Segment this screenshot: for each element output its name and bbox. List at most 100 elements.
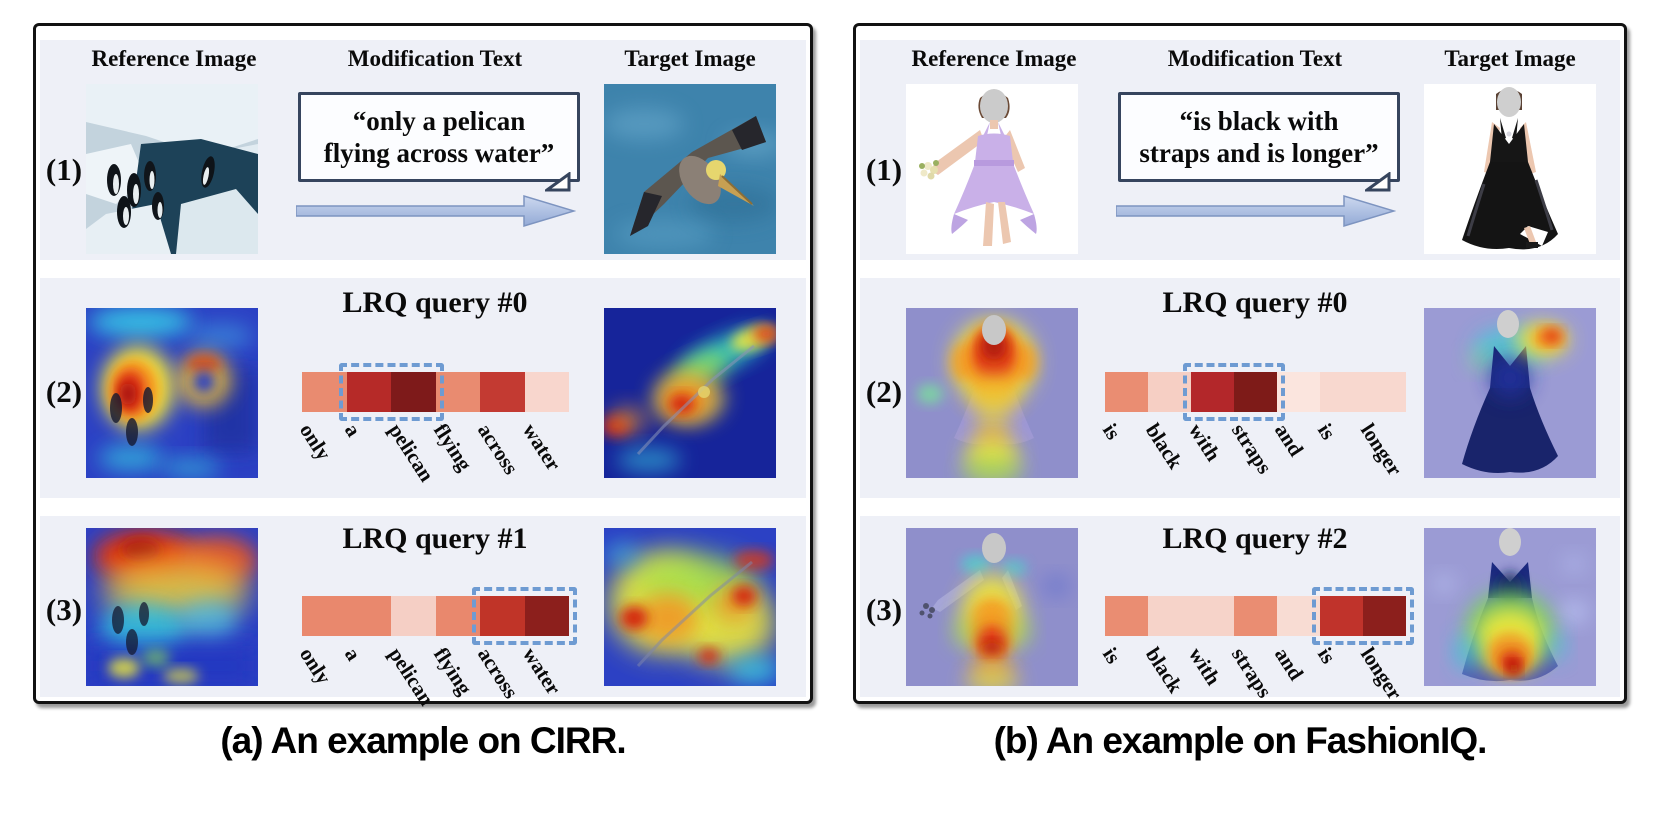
reference-heatmap-image xyxy=(86,308,258,478)
lavender-dress-heatmap-query0 xyxy=(906,308,1078,478)
caption-a: (a) An example on CIRR. xyxy=(220,720,626,761)
attention-cell xyxy=(1320,372,1363,412)
token-label: straps xyxy=(1226,643,1277,703)
attention-cell xyxy=(1320,596,1363,636)
bubble-tail-icon xyxy=(545,172,571,192)
token-label: is xyxy=(1312,419,1341,444)
black-gown-heatmap-query2 xyxy=(1424,528,1596,686)
target-heatmap-image xyxy=(1424,308,1596,478)
lavender-dress-heatmap-query2 xyxy=(906,528,1078,686)
token-label: and xyxy=(1269,643,1309,685)
bouquet-silhouette xyxy=(919,603,935,619)
lrq-query-title: LRQ query #0 xyxy=(342,286,528,319)
attention-cell xyxy=(1191,372,1234,412)
token-label: is xyxy=(1312,643,1341,668)
reference-image-lavender-dress xyxy=(906,84,1078,254)
token-label: water xyxy=(517,643,566,700)
modification-text-bubble: “only a pelican flying across water” xyxy=(298,92,580,192)
attention-cell xyxy=(1148,596,1191,636)
attention-cell xyxy=(524,596,569,636)
black-gown-illustration xyxy=(1424,84,1596,254)
token-label: across xyxy=(473,643,524,703)
lrq-query-title: LRQ query #0 xyxy=(1162,286,1348,319)
pelican-over-water-illustration xyxy=(604,84,776,254)
column-header-target: Target Image xyxy=(1444,46,1576,71)
target-heatmap-image xyxy=(604,528,776,686)
token-label: longer xyxy=(1355,643,1408,705)
target-heatmap-image xyxy=(604,308,776,478)
attention-cell xyxy=(302,596,347,636)
token-label: is xyxy=(1097,419,1126,444)
penguin-silhouettes xyxy=(107,156,215,228)
modification-text-bubble: “is black with straps and is longer” xyxy=(1118,92,1400,192)
token-label: only xyxy=(295,419,337,465)
attention-cell xyxy=(1363,372,1406,412)
attention-cell xyxy=(1148,372,1191,412)
token-label: across xyxy=(473,419,524,479)
black-gown-heatmap-query0 xyxy=(1424,308,1596,478)
panel-a-row-3: (3) LRQ query #1 only a pelican fl xyxy=(40,516,806,710)
token-label: and xyxy=(1269,419,1309,461)
token-label: black xyxy=(1140,419,1188,474)
target-heatmap-image xyxy=(1424,528,1596,686)
modification-text-line: “only a pelican xyxy=(352,105,526,136)
panel-a: Reference Image Modification Text Target… xyxy=(33,23,813,710)
column-header-modification: Modification Text xyxy=(1167,46,1343,71)
attention-cell xyxy=(1277,372,1320,412)
panel-b: Reference Image Modification Text Target… xyxy=(853,23,1627,704)
reference-heatmap-image xyxy=(86,528,258,686)
token-label: with xyxy=(1183,419,1226,466)
target-image-pelican xyxy=(604,84,776,254)
token-label: a xyxy=(339,419,366,441)
bouquet xyxy=(919,160,939,180)
bubble-tail-icon xyxy=(1365,172,1391,192)
attention-cell xyxy=(1234,596,1277,636)
attention-cell xyxy=(1105,596,1148,636)
reference-image-penguins xyxy=(86,84,258,254)
penguins-heatmap-query0 xyxy=(86,308,258,478)
token-label: water xyxy=(517,419,566,476)
column-header-reference: Reference Image xyxy=(91,46,257,71)
token-label: a xyxy=(339,643,366,665)
row-number-label: (1) xyxy=(45,152,83,187)
attention-cell xyxy=(480,372,525,412)
pelican-heatmap-query1 xyxy=(604,528,776,686)
token-label: longer xyxy=(1355,419,1408,481)
modification-text-line: flying across water” xyxy=(323,138,555,168)
attention-cell xyxy=(346,596,391,636)
attention-cell xyxy=(435,372,480,412)
attention-cell xyxy=(391,596,436,636)
panel-a-row-1: Reference Image Modification Text Target… xyxy=(40,40,806,260)
attention-cell xyxy=(346,372,391,412)
token-label: with xyxy=(1183,643,1226,690)
panel-b-row-3: (3) LRQ xyxy=(860,516,1620,704)
row-number-label: (2) xyxy=(865,374,903,409)
token-attention-bar: is black with straps and is longer xyxy=(1098,363,1407,480)
attention-cell xyxy=(1363,596,1406,636)
attention-cell xyxy=(524,372,569,412)
column-header-target: Target Image xyxy=(624,46,756,71)
panel-b-row-1: Reference Image Modification Text Target… xyxy=(860,40,1620,260)
pelican-shape xyxy=(630,116,766,236)
row-number-label: (3) xyxy=(865,592,903,627)
column-header-reference: Reference Image xyxy=(911,46,1077,71)
attention-cell xyxy=(1191,596,1234,636)
modification-text-line: straps and is longer” xyxy=(1139,138,1379,168)
reference-heatmap-image xyxy=(906,308,1078,478)
token-label: is xyxy=(1097,643,1126,668)
attention-cell xyxy=(480,596,525,636)
attention-cell xyxy=(302,372,347,412)
penguins-on-ice-illustration xyxy=(86,84,258,254)
right-arrow-icon xyxy=(1116,194,1396,228)
attention-cell xyxy=(1234,372,1277,412)
attention-cell xyxy=(1277,596,1320,636)
penguin-silhouettes xyxy=(112,602,149,655)
penguin-silhouettes xyxy=(110,387,153,446)
panel-a-row-2: (2) LRQ query #0 only a xyxy=(40,278,806,498)
caption-b: (b) An example on FashionIQ. xyxy=(993,720,1488,761)
row-number-label: (1) xyxy=(865,152,903,187)
token-label: straps xyxy=(1226,419,1277,479)
row-number-label: (2) xyxy=(45,374,83,409)
target-image-black-gown xyxy=(1424,84,1596,254)
lrq-query-title: LRQ query #2 xyxy=(1162,522,1348,555)
